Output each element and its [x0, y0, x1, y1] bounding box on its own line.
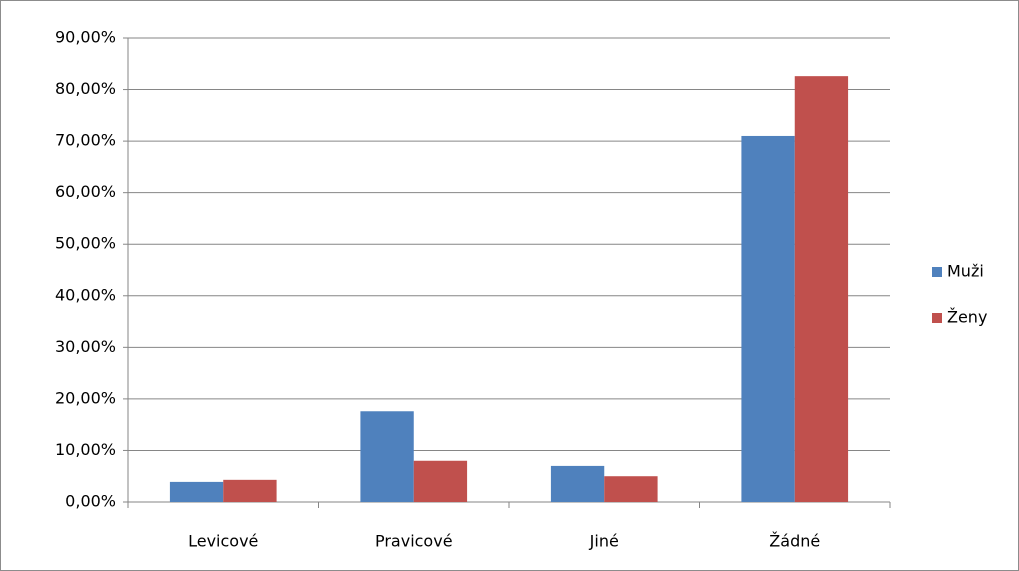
bar [741, 135, 795, 502]
legend-swatch [932, 267, 942, 277]
x-tick-label: Žádné [769, 532, 820, 551]
legend-label: Muži [947, 262, 984, 281]
x-tick-label: Levicové [188, 532, 258, 551]
y-tick-label: 20,00% [55, 388, 116, 407]
bar [604, 476, 658, 502]
bar [413, 460, 468, 502]
x-tick-label: Jiné [589, 532, 619, 551]
bar [794, 76, 849, 502]
bar [360, 411, 414, 502]
y-tick-label: 80,00% [55, 79, 116, 98]
y-tick-label: 30,00% [55, 337, 116, 356]
legend-swatch [932, 313, 942, 323]
y-tick-label: 10,00% [55, 440, 116, 459]
y-tick-label: 70,00% [55, 131, 116, 150]
y-tick-label: 0,00% [65, 492, 116, 511]
y-tick-label: 60,00% [55, 182, 116, 201]
legend-label: Ženy [947, 308, 987, 327]
x-tick-label: Pravicové [375, 532, 453, 551]
bar [550, 465, 605, 502]
bar [223, 479, 277, 502]
bar [169, 481, 224, 502]
y-tick-label: 40,00% [55, 285, 116, 304]
y-tick-label: 50,00% [55, 234, 116, 253]
y-tick-label: 90,00% [55, 28, 116, 47]
